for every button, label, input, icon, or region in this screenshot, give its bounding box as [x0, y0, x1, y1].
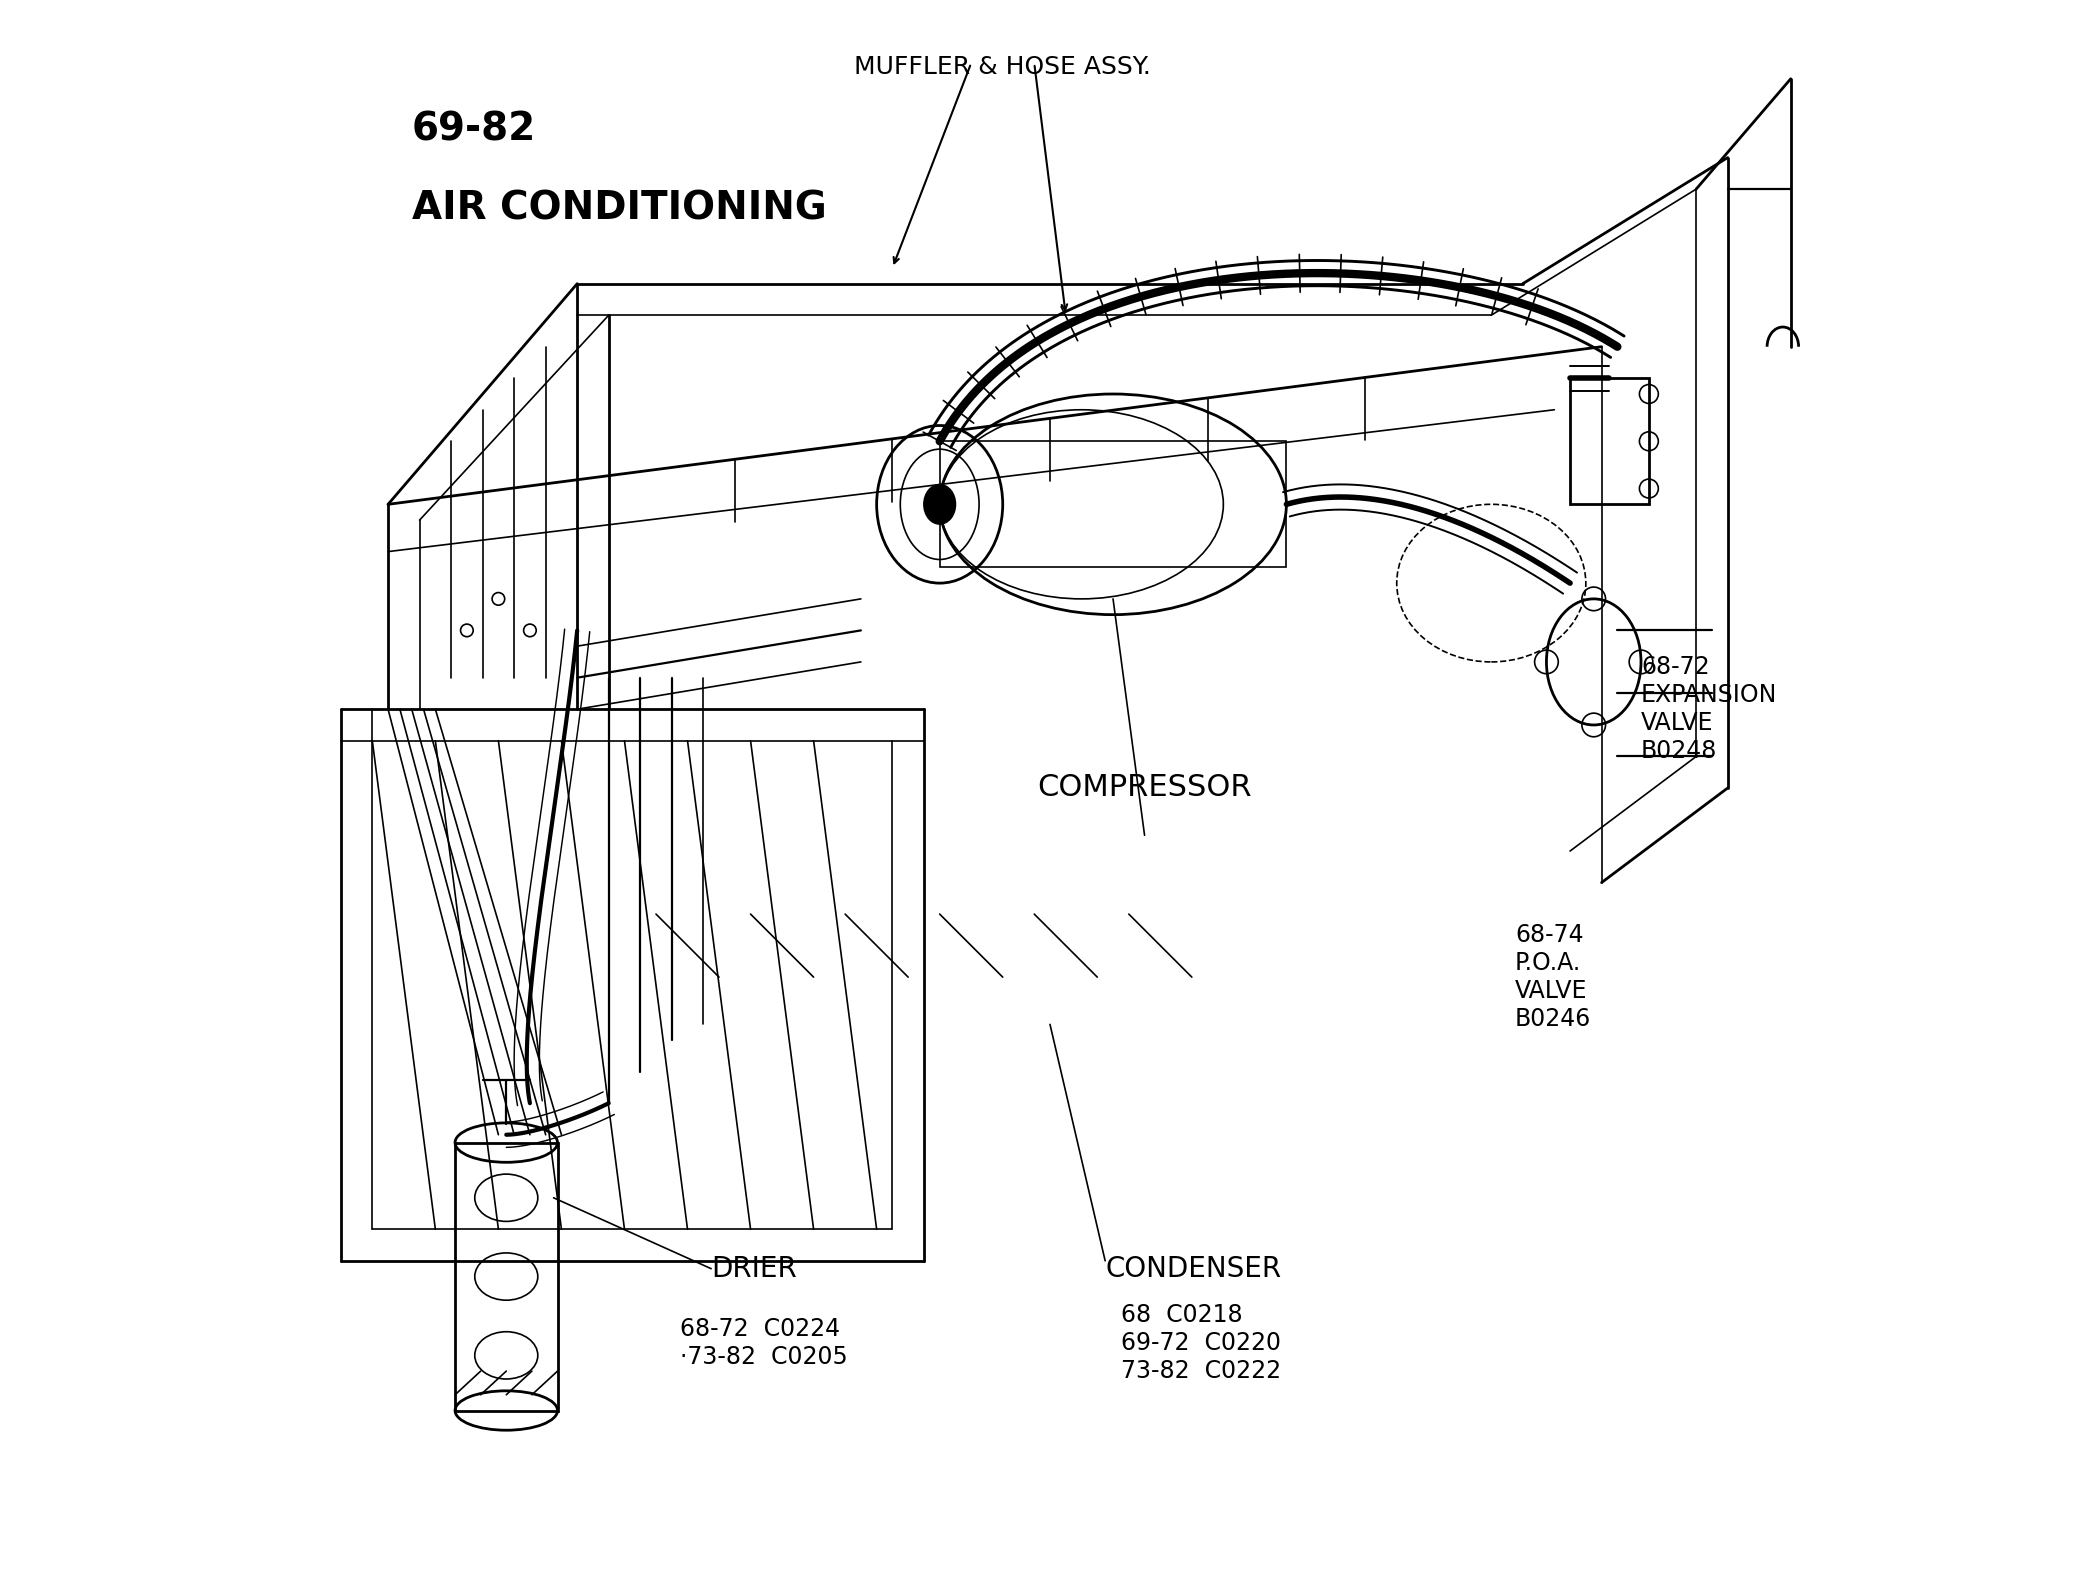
- Text: AIR CONDITIONING: AIR CONDITIONING: [412, 189, 827, 227]
- Text: COMPRESSOR: COMPRESSOR: [1037, 774, 1252, 802]
- Text: 69-82: 69-82: [412, 110, 536, 148]
- Text: 68-72  C0224
·73-82  C0205: 68-72 C0224 ·73-82 C0205: [680, 1318, 848, 1368]
- Text: CONDENSER: CONDENSER: [1105, 1254, 1281, 1283]
- Text: 68-74
P.O.A.
VALVE
B0246: 68-74 P.O.A. VALVE B0246: [1514, 924, 1592, 1031]
- Text: MUFFLER & HOSE ASSY.: MUFFLER & HOSE ASSY.: [855, 55, 1151, 79]
- Text: 68-72
EXPANSION
VALVE
B0248: 68-72 EXPANSION VALVE B0248: [1640, 656, 1777, 763]
- Text: 68  C0218
69-72  C0220
73-82  C0222: 68 C0218 69-72 C0220 73-82 C0222: [1121, 1303, 1281, 1382]
- Text: DRIER: DRIER: [712, 1254, 796, 1283]
- Ellipse shape: [924, 485, 956, 523]
